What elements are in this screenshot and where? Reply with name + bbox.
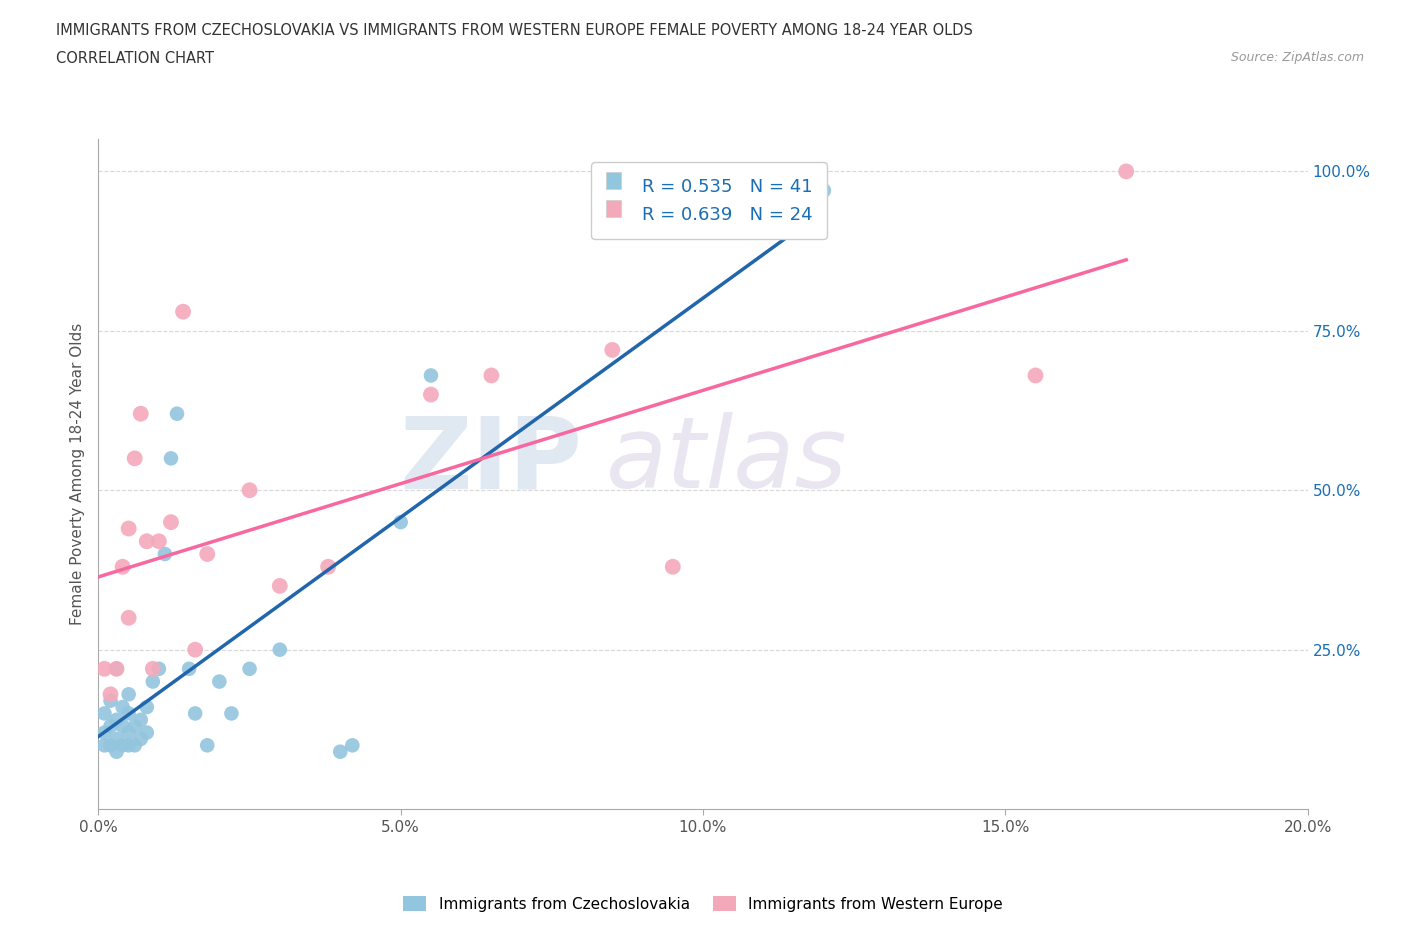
Point — [111, 699, 134, 714]
Text: Source: ZipAtlas.com: Source: ZipAtlas.com — [1230, 51, 1364, 64]
Point — [148, 661, 170, 676]
Point — [184, 643, 207, 658]
Point — [420, 387, 443, 402]
Point — [124, 737, 146, 752]
Point — [100, 737, 122, 752]
Text: IMMIGRANTS FROM CZECHOSLOVAKIA VS IMMIGRANTS FROM WESTERN EUROPE FEMALE POVERTY : IMMIGRANTS FROM CZECHOSLOVAKIA VS IMMIGR… — [56, 23, 973, 38]
Point — [269, 643, 291, 658]
Point — [118, 610, 141, 625]
Point — [124, 719, 146, 734]
Point — [135, 534, 157, 549]
Point — [142, 674, 165, 689]
Point — [129, 406, 152, 421]
Point — [239, 661, 262, 676]
Point — [100, 719, 122, 734]
Point — [100, 687, 122, 702]
Point — [316, 559, 339, 574]
Point — [389, 514, 412, 529]
Text: ZIP: ZIP — [399, 412, 582, 510]
Point — [93, 737, 115, 752]
Point — [195, 737, 218, 752]
Point — [105, 744, 128, 759]
Point — [111, 719, 134, 734]
Point — [93, 661, 115, 676]
Point — [153, 547, 176, 562]
Point — [160, 514, 183, 529]
Point — [166, 406, 188, 421]
Point — [135, 699, 157, 714]
Point — [752, 183, 775, 198]
Point — [195, 547, 218, 562]
Point — [269, 578, 291, 593]
Point — [1115, 164, 1137, 179]
Point — [221, 706, 243, 721]
Text: atlas: atlas — [606, 412, 848, 510]
Point — [105, 661, 128, 676]
Point — [118, 521, 141, 536]
Point — [662, 559, 685, 574]
Point — [342, 737, 364, 752]
Point — [111, 737, 134, 752]
Point — [239, 483, 262, 498]
Point — [105, 732, 128, 747]
Point — [481, 368, 503, 383]
Point — [105, 712, 128, 727]
Point — [118, 737, 141, 752]
Point — [329, 744, 352, 759]
Point — [135, 725, 157, 740]
Point — [184, 706, 207, 721]
Point — [208, 674, 231, 689]
Point — [100, 693, 122, 708]
Point — [813, 183, 835, 198]
Point — [93, 725, 115, 740]
Point — [105, 661, 128, 676]
Point — [124, 451, 146, 466]
Legend: R = 0.535   N = 41, R = 0.639   N = 24: R = 0.535 N = 41, R = 0.639 N = 24 — [591, 162, 827, 238]
Point — [1024, 368, 1046, 383]
Point — [118, 725, 141, 740]
Text: CORRELATION CHART: CORRELATION CHART — [56, 51, 214, 66]
Point — [129, 712, 152, 727]
Point — [129, 732, 152, 747]
Point — [142, 661, 165, 676]
Point — [118, 706, 141, 721]
Y-axis label: Female Poverty Among 18-24 Year Olds: Female Poverty Among 18-24 Year Olds — [69, 324, 84, 625]
Point — [111, 559, 134, 574]
Legend: Immigrants from Czechoslovakia, Immigrants from Western Europe: Immigrants from Czechoslovakia, Immigran… — [398, 889, 1008, 918]
Point — [118, 687, 141, 702]
Point — [602, 342, 624, 357]
Point — [93, 706, 115, 721]
Point — [172, 304, 194, 319]
Point — [160, 451, 183, 466]
Point — [420, 368, 443, 383]
Point — [148, 534, 170, 549]
Point — [179, 661, 201, 676]
